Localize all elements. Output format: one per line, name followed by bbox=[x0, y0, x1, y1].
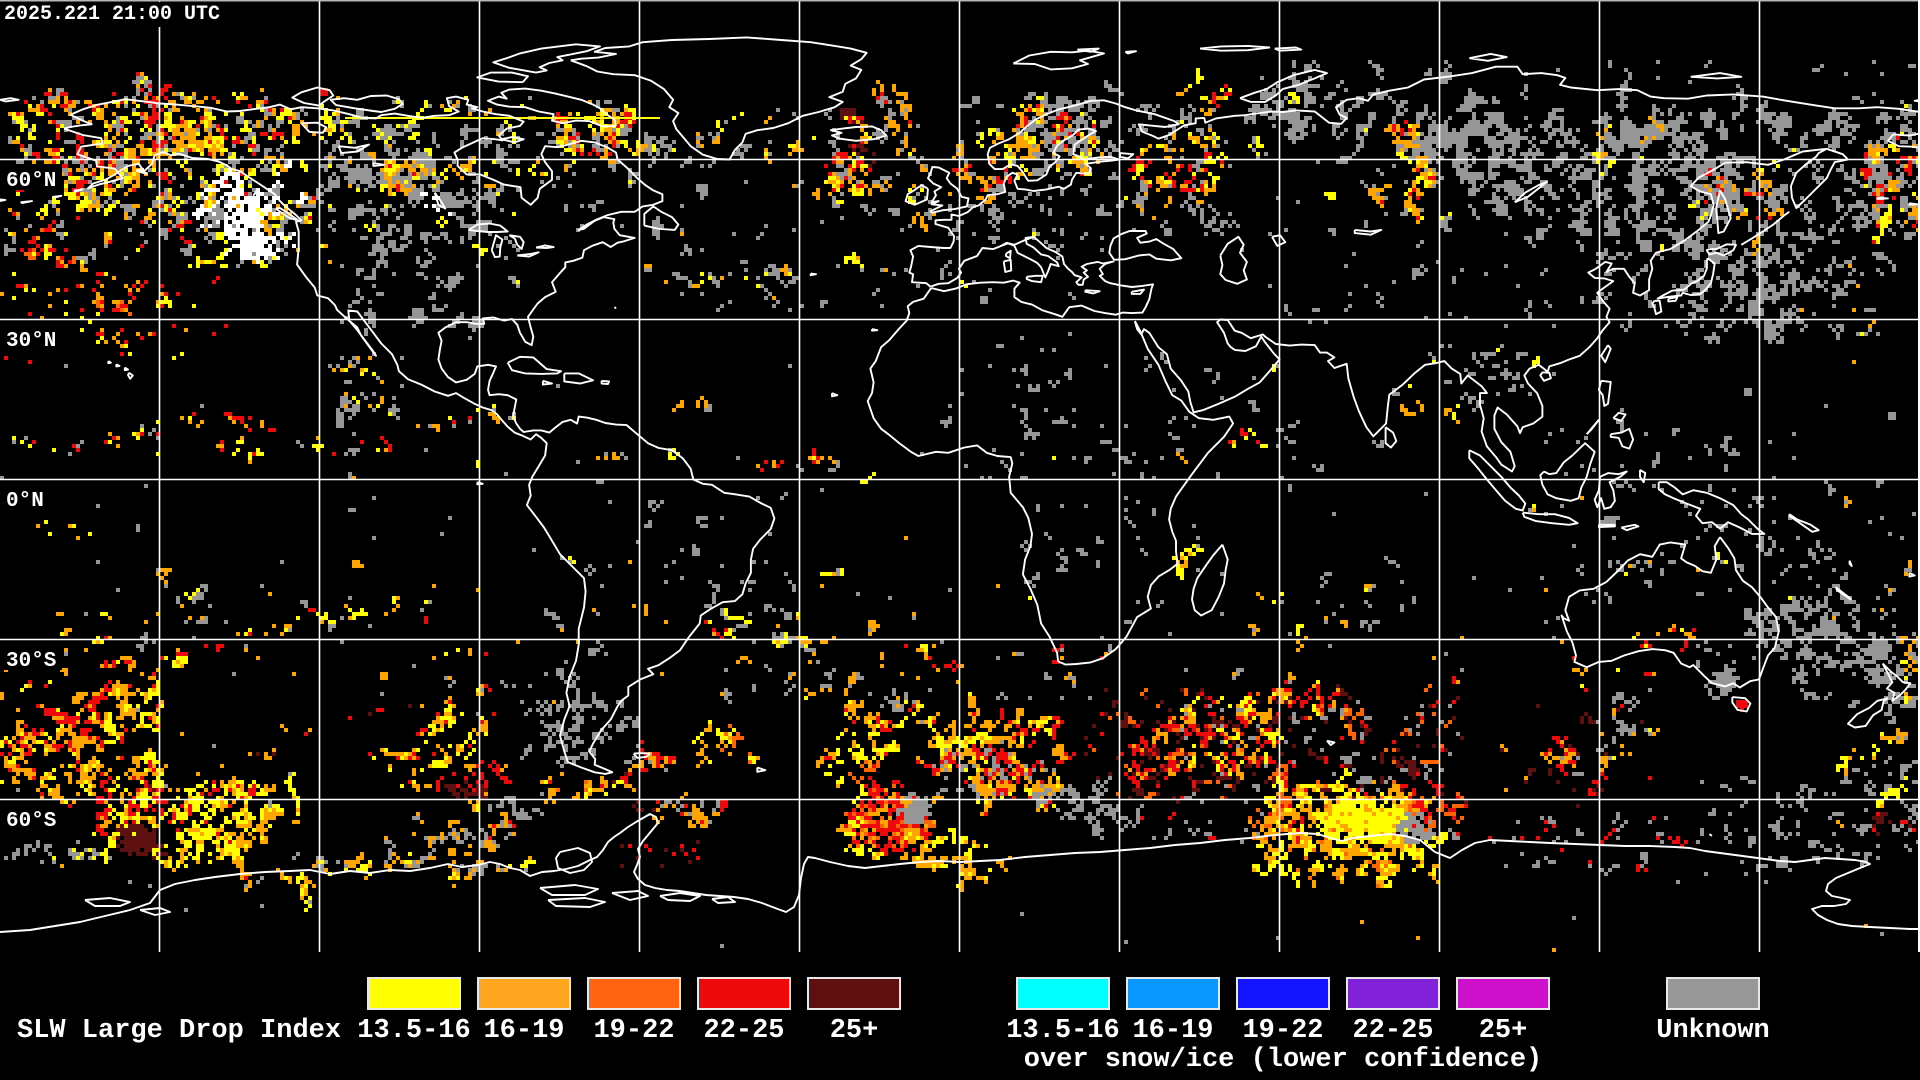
svg-text:60°N: 60°N bbox=[6, 170, 56, 193]
svg-text:0°N: 0°N bbox=[6, 490, 44, 513]
svg-text:30°S: 30°S bbox=[6, 650, 56, 673]
svg-text:19-22: 19-22 bbox=[593, 1016, 674, 1046]
svg-text:16-19: 16-19 bbox=[1132, 1016, 1213, 1046]
svg-text:60°S: 60°S bbox=[6, 810, 56, 833]
svg-text:13.5-16: 13.5-16 bbox=[357, 1016, 470, 1046]
svg-text:25+: 25+ bbox=[1479, 1016, 1528, 1046]
svg-text:30°N: 30°N bbox=[6, 330, 56, 353]
svg-text:16-19: 16-19 bbox=[483, 1016, 564, 1046]
svg-text:over snow/ice (lower confidenc: over snow/ice (lower confidence) bbox=[1024, 1045, 1542, 1075]
svg-text:13.5-16: 13.5-16 bbox=[1006, 1016, 1119, 1046]
svg-text:25+: 25+ bbox=[830, 1016, 879, 1046]
svg-text:22-25: 22-25 bbox=[703, 1016, 784, 1046]
svg-text:19-22: 19-22 bbox=[1242, 1016, 1323, 1046]
svg-text:SLW Large Drop Index: SLW Large Drop Index bbox=[17, 1016, 341, 1046]
svg-text:2025.221 21:00 UTC: 2025.221 21:00 UTC bbox=[4, 3, 220, 26]
svg-text:22-25: 22-25 bbox=[1352, 1016, 1433, 1046]
svg-text:Unknown: Unknown bbox=[1656, 1016, 1769, 1046]
